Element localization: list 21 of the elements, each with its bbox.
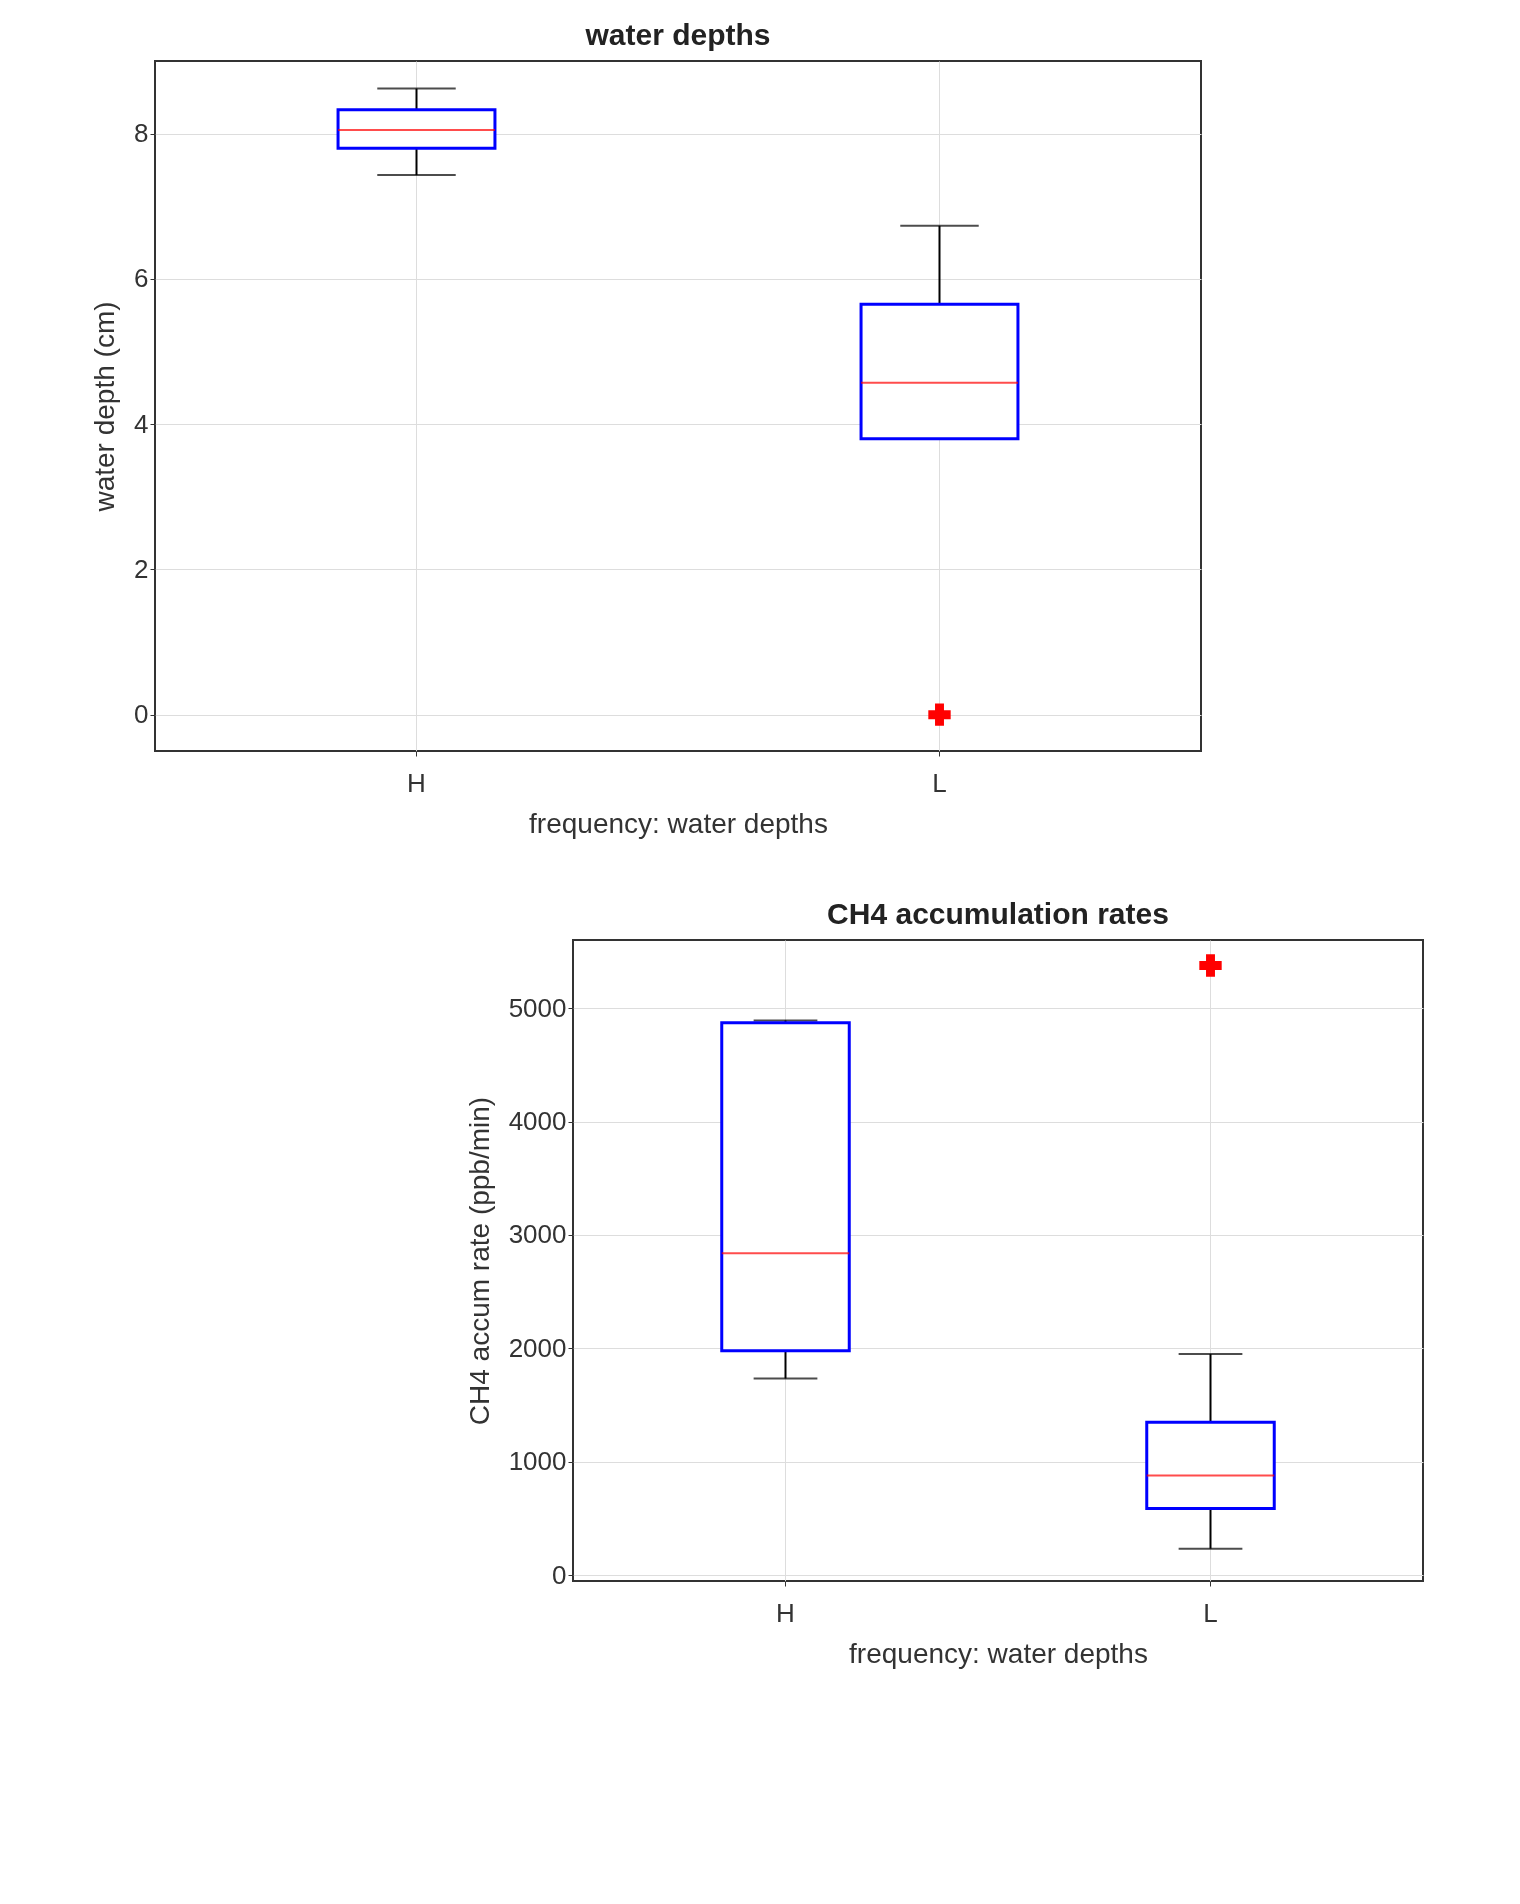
y-tick-label: 2000: [508, 1332, 567, 1363]
y-tick-label: 2: [134, 553, 149, 584]
y-tick-label: 3000: [508, 1219, 567, 1250]
x-tick-label: L: [932, 767, 947, 798]
y-axis-title: CH4 accum rate (ppb/min): [463, 1096, 495, 1426]
y-tick-label: 8: [134, 118, 149, 149]
y-axis-title: water depth (cm): [89, 301, 121, 513]
y-tick-label: 1000: [508, 1446, 567, 1477]
x-axis-title: frequency: water depths: [529, 807, 828, 839]
x-tick-label: H: [776, 1597, 795, 1628]
chart-title: CH4 accumulation rates: [827, 897, 1169, 930]
x-tick-label: H: [407, 767, 426, 798]
x-axis-title: frequency: water depths: [849, 1637, 1148, 1669]
x-tick-label: L: [1203, 1597, 1218, 1628]
y-tick-label: 5000: [508, 992, 567, 1023]
y-tick-label: 0: [552, 1559, 567, 1590]
y-tick-label: 6: [134, 263, 149, 294]
y-tick-label: 4: [134, 408, 149, 439]
y-tick-label: 4000: [508, 1106, 567, 1137]
chart-title: water depths: [584, 18, 771, 51]
y-tick-label: 0: [134, 699, 149, 730]
